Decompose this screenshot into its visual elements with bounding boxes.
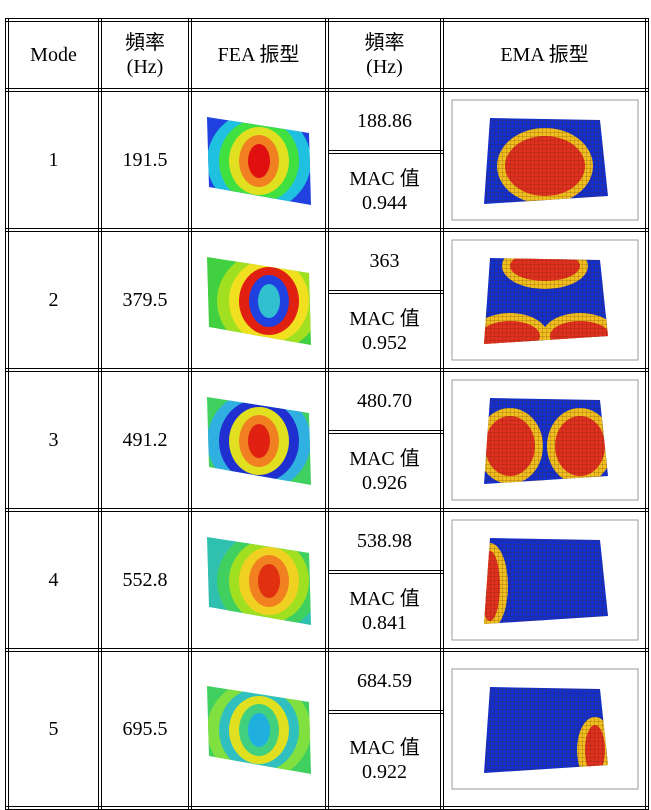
header-cell: 頻率(Hz) <box>100 20 190 90</box>
mode-cell: 5 <box>7 650 100 808</box>
header-cell: FEA 振型 <box>190 20 327 90</box>
fea-freq-cell: 379.5 <box>100 230 190 370</box>
header-text: Mode <box>30 44 77 66</box>
fea-freq-cell-text: 191.5 <box>123 149 168 171</box>
fea-mode-shape <box>199 385 319 495</box>
fea-image-cell <box>190 230 327 370</box>
header-cell: EMA 振型 <box>442 20 647 90</box>
ema-image-cell <box>442 370 647 510</box>
fea-freq-cell-text: 491.2 <box>123 429 168 451</box>
fea-image-cell <box>190 370 327 510</box>
ema-image-cell <box>442 510 647 650</box>
fea-mode-shape <box>199 525 319 635</box>
mode-cell-text: 1 <box>49 149 59 171</box>
mac-value: 0.926 <box>329 471 440 495</box>
fea-image-cell <box>190 510 327 650</box>
fea-image-cell <box>190 90 327 230</box>
ema-image-cell <box>442 230 647 370</box>
mac-label: MAC 值 <box>329 167 440 191</box>
ema-mode-shape <box>450 96 640 224</box>
ema-image-cell <box>442 90 647 230</box>
ema-freq-text: 363 <box>370 250 400 272</box>
fea-mode-shape <box>199 245 319 355</box>
ema-mode-shape <box>450 236 640 364</box>
ema-mode-shape <box>450 376 640 504</box>
ema-freq-text: 684.59 <box>357 670 412 692</box>
mac-label: MAC 值 <box>329 587 440 611</box>
header-line: (Hz) <box>329 55 440 79</box>
fea-freq-cell-text: 695.5 <box>123 718 168 740</box>
mac-value: 0.952 <box>329 331 440 355</box>
mode-cell: 2 <box>7 230 100 370</box>
header-cell: 頻率(Hz) <box>327 20 442 90</box>
mode-cell: 3 <box>7 370 100 510</box>
fea-mode-shape <box>199 674 319 784</box>
header-line: 頻率 <box>329 31 440 55</box>
mac-label: MAC 值 <box>329 736 440 760</box>
ema-freq-cell: 363 <box>327 230 442 292</box>
ema-mode-shape <box>450 516 640 644</box>
header-cell: Mode <box>7 20 100 90</box>
fea-freq-cell: 491.2 <box>100 370 190 510</box>
header-text: EMA 振型 <box>500 44 588 66</box>
mode-cell-text: 3 <box>49 429 59 451</box>
mode-cell-text: 4 <box>49 569 59 591</box>
mac-label: MAC 值 <box>329 307 440 331</box>
ema-freq-text: 188.86 <box>357 110 412 132</box>
ema-freq-text: 538.98 <box>357 530 412 552</box>
mac-value: 0.944 <box>329 191 440 215</box>
mac-label: MAC 值 <box>329 447 440 471</box>
fea-freq-cell-text: 552.8 <box>123 569 168 591</box>
header-line: (Hz) <box>102 55 188 79</box>
ema-freq-cell: 188.86 <box>327 90 442 152</box>
header-text: FEA 振型 <box>218 44 300 66</box>
mode-cell-text: 2 <box>49 289 59 311</box>
ema-mode-shape <box>450 665 640 793</box>
ema-freq-cell: 538.98 <box>327 510 442 572</box>
ema-freq-cell: 684.59 <box>327 650 442 712</box>
ema-image-cell <box>442 650 647 808</box>
fea-freq-cell: 695.5 <box>100 650 190 808</box>
mode-cell-text: 5 <box>49 718 59 740</box>
fea-freq-cell-text: 379.5 <box>123 289 168 311</box>
mode-cell: 4 <box>7 510 100 650</box>
header-line: 頻率 <box>102 31 188 55</box>
fea-freq-cell: 191.5 <box>100 90 190 230</box>
ema-freq-text: 480.70 <box>357 390 412 412</box>
ema-freq-cell: 480.70 <box>327 370 442 432</box>
mode-cell: 1 <box>7 90 100 230</box>
fea-mode-shape <box>199 105 319 215</box>
mac-value: 0.841 <box>329 611 440 635</box>
mac-value: 0.922 <box>329 760 440 784</box>
fea-freq-cell: 552.8 <box>100 510 190 650</box>
fea-image-cell <box>190 650 327 808</box>
